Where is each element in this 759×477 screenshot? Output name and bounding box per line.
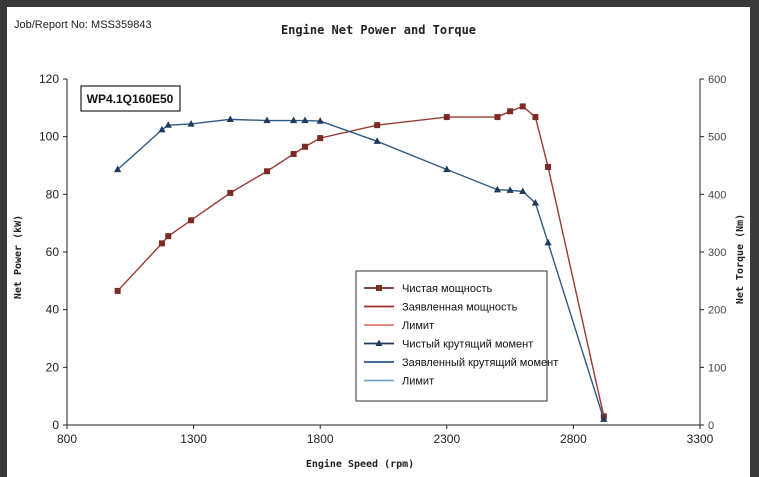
y-tick-label: 100 bbox=[39, 130, 59, 144]
y2-tick-label: 200 bbox=[708, 305, 726, 317]
y-tick-label: 40 bbox=[46, 303, 60, 317]
model-label-box: WP4.1Q160E50 bbox=[80, 85, 181, 112]
power-point bbox=[443, 114, 450, 121]
torque-point bbox=[316, 117, 324, 124]
power-point bbox=[494, 114, 501, 121]
legend-label: Лимит bbox=[402, 376, 434, 388]
torque-point bbox=[226, 115, 234, 122]
x-tick-label: 1800 bbox=[307, 432, 334, 446]
legend-label: Чистый крутящий момент bbox=[402, 339, 533, 351]
torque-point bbox=[164, 121, 172, 128]
chart-title: Engine Net Power and Torque bbox=[280, 23, 477, 37]
torque-point bbox=[519, 187, 527, 195]
x-tick-label: 3300 bbox=[687, 432, 714, 446]
power-point bbox=[227, 189, 234, 196]
y-tick-label: 80 bbox=[46, 187, 60, 201]
power-point bbox=[545, 163, 552, 170]
job-report-number: Job/Report No: MSS359843 bbox=[14, 19, 152, 31]
torque-point bbox=[506, 186, 514, 193]
chart-legend: Чистая мощность Заявленная мощность Лимит Ч… bbox=[355, 270, 558, 402]
torque-point bbox=[290, 116, 298, 124]
torque-point bbox=[158, 125, 166, 133]
y2-tick-label: 600 bbox=[708, 74, 726, 86]
torque-point bbox=[600, 415, 608, 422]
chart-plot-area bbox=[114, 103, 608, 422]
chart-ticks: 800 1300 1800 2300 2800 330002040608010012001… bbox=[39, 72, 726, 446]
model-label: WP4.1Q160E50 bbox=[87, 92, 174, 106]
power-point bbox=[264, 168, 271, 175]
power-point bbox=[114, 287, 121, 294]
y2-tick-label: 100 bbox=[708, 362, 726, 374]
legend-square-marker bbox=[376, 285, 382, 291]
engine-chart: 800 1300 1800 2300 2800 330002040608010012001… bbox=[13, 72, 746, 470]
y2-tick-label: 0 bbox=[708, 420, 714, 432]
legend-label: Заявленная мощность bbox=[402, 302, 518, 314]
legend-label: Лимит bbox=[402, 320, 434, 332]
y-tick-label: 0 bbox=[52, 418, 59, 432]
legend-triangle-marker bbox=[375, 339, 383, 346]
y-tick-label: 60 bbox=[46, 245, 60, 259]
torque-point bbox=[301, 116, 309, 124]
torque-point bbox=[263, 116, 271, 124]
y-tick-label: 20 bbox=[46, 360, 60, 374]
power-point bbox=[532, 114, 539, 121]
torque-point bbox=[544, 238, 552, 246]
y-axis-right-label: Net Torque (Nm) bbox=[735, 214, 746, 304]
x-tick-label: 1300 bbox=[180, 432, 207, 446]
power-point bbox=[158, 240, 165, 247]
torque-point bbox=[493, 185, 502, 193]
power-point bbox=[302, 143, 309, 150]
power-point bbox=[507, 108, 514, 115]
legend-label: Чистая мощность bbox=[402, 283, 492, 295]
power-point bbox=[165, 233, 172, 240]
power-point bbox=[374, 122, 381, 129]
y2-tick-label: 300 bbox=[708, 247, 726, 259]
x-axis-label: Engine Speed (rpm) bbox=[306, 458, 414, 470]
power-point bbox=[317, 135, 324, 142]
report-sheet: Job/Report No: MSS359843 Engine Net Powe… bbox=[7, 7, 750, 477]
x-tick-label: 800 bbox=[57, 432, 77, 446]
torque-point bbox=[373, 137, 381, 144]
y-axis-left-label: Net Power (kW) bbox=[13, 215, 24, 299]
torque-point bbox=[187, 119, 195, 127]
torque-point bbox=[443, 165, 451, 173]
x-tick-label: 2800 bbox=[560, 432, 587, 446]
power-point bbox=[290, 150, 297, 157]
torque-point bbox=[531, 198, 540, 206]
legend-label: Заявленный крутящий момент bbox=[402, 357, 558, 369]
y-tick-label: 120 bbox=[39, 72, 59, 86]
torque-point bbox=[114, 165, 122, 173]
power-point bbox=[188, 217, 195, 224]
y2-tick-label: 500 bbox=[708, 132, 726, 144]
y2-tick-label: 400 bbox=[708, 189, 726, 201]
x-tick-label: 2300 bbox=[433, 432, 460, 446]
power-point bbox=[519, 103, 526, 110]
